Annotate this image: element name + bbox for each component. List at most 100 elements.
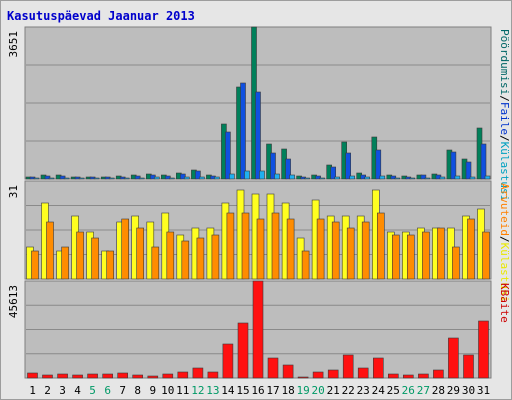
legend-entry: Külastusi [498, 142, 511, 202]
x-tick-label: 16 [251, 384, 264, 397]
x-tick-label: 9 [149, 384, 156, 397]
x-tick-label: 7 [119, 384, 126, 397]
bar-k-lastusi [108, 177, 115, 180]
x-tick-label: 27 [417, 384, 430, 397]
x-tick-label: 4 [74, 384, 81, 397]
bar-arvuteid [136, 227, 144, 280]
bar-faile [345, 152, 352, 180]
bar-arvuteid [226, 212, 235, 280]
bar-kbaite [252, 280, 264, 379]
bar-faile [59, 175, 66, 180]
x-tick-label: 1 [29, 384, 36, 397]
x-tick-label: 6 [104, 384, 111, 397]
bar-arvuteid [166, 231, 175, 280]
bar-k-lastusi [304, 177, 310, 180]
bar-k-lastusi [424, 177, 431, 180]
bar-k-lastusi [364, 176, 371, 180]
x-tick-label: 31 [477, 384, 490, 397]
x-tick-label: 28 [432, 384, 445, 397]
bar-arvuteid [361, 221, 370, 280]
bar-faile [165, 175, 171, 180]
x-tick-label: 23 [357, 384, 370, 397]
bar-faile [134, 175, 141, 180]
bar-faile [390, 175, 397, 180]
bar-k-lastusi [63, 177, 70, 180]
bar-k-lastusi [349, 175, 356, 180]
bar-k-lastusi [289, 174, 295, 180]
bar-kbaite [327, 369, 339, 379]
bar-faile [240, 82, 246, 180]
bar-faile [450, 151, 457, 180]
bar-faile [420, 174, 427, 180]
bar-k-lastusi [48, 177, 55, 180]
bar-kbaite [207, 371, 219, 379]
bar-kbaite [132, 374, 143, 379]
bar-arvuteid [316, 218, 325, 280]
x-tick-label: 22 [342, 384, 355, 397]
bar-k-lastusi [334, 176, 341, 180]
bar-arvuteid [301, 250, 310, 280]
bar-kbaite [478, 320, 489, 379]
x-tick-label: 14 [221, 384, 235, 397]
bar-kbaite [282, 364, 294, 379]
bar-arvuteid [467, 218, 475, 280]
legend-entry: / [498, 95, 511, 102]
bar-arvuteid [422, 231, 430, 280]
bar-arvuteid [31, 250, 39, 280]
x-tick-label: 21 [327, 384, 340, 397]
bar-kbaite [463, 354, 474, 379]
chart-title: Kasutuspäevad Jaanuar 2013 [7, 9, 195, 23]
bar-kbaite [72, 374, 83, 379]
bar-arvuteid [452, 246, 460, 280]
x-tick-label: 2 [44, 384, 51, 397]
bar-arvuteid [482, 231, 490, 280]
bar-arvuteid [46, 221, 54, 280]
bar-kbaite [312, 371, 324, 379]
legend-0: Pöördumisi/Faile/Külastusi [498, 29, 511, 201]
bar-k-lastusi [454, 175, 461, 180]
bar-arvuteid [256, 218, 265, 280]
bar-arvuteid [376, 212, 385, 280]
bar-k-lastusi [184, 176, 190, 180]
bar-faile [44, 175, 51, 180]
bar-k-lastusi [484, 175, 491, 180]
bar-kbaite [357, 367, 369, 379]
bar-kbaite [267, 357, 279, 379]
bar-kbaite [117, 372, 128, 379]
bar-kbaite [372, 357, 384, 379]
bar-k-lastusi [123, 177, 130, 180]
bar-arvuteid [76, 231, 84, 280]
bar-faile [255, 91, 261, 180]
bar-arvuteid [121, 218, 129, 280]
bar-kbaite [87, 373, 98, 379]
bar-arvuteid [286, 218, 295, 280]
bar-faile [330, 166, 337, 180]
bar-k-lastusi [379, 175, 386, 180]
x-tick-label: 17 [266, 384, 279, 397]
bar-k-lastusi [93, 177, 100, 180]
bar-arvuteid [181, 240, 190, 280]
y-tick-label: 31 [7, 185, 20, 198]
bar-arvuteid [211, 234, 220, 280]
bar-k-lastusi [154, 176, 160, 180]
bar-kbaite [102, 373, 113, 379]
bar-k-lastusi [319, 177, 325, 180]
bar-kbaite [433, 369, 444, 379]
bar-arvuteid [241, 212, 250, 280]
y-tick-label: 3651 [7, 31, 20, 58]
x-tick-label: 24 [372, 384, 386, 397]
bar-k-lastusi [169, 177, 175, 180]
bar-kbaite [147, 375, 159, 379]
bar-kbaite [27, 372, 38, 379]
bar-faile [180, 173, 186, 180]
bar-kbaite [177, 371, 189, 379]
bar-k-lastusi [33, 177, 40, 180]
bar-faile [225, 131, 231, 180]
x-tick-label: 3 [59, 384, 66, 397]
x-tick-label: 11 [176, 384, 189, 397]
bar-faile [315, 175, 321, 180]
x-tick-label: 10 [161, 384, 174, 397]
x-tick-label: 13 [206, 384, 219, 397]
x-tick-label: 25 [387, 384, 400, 397]
